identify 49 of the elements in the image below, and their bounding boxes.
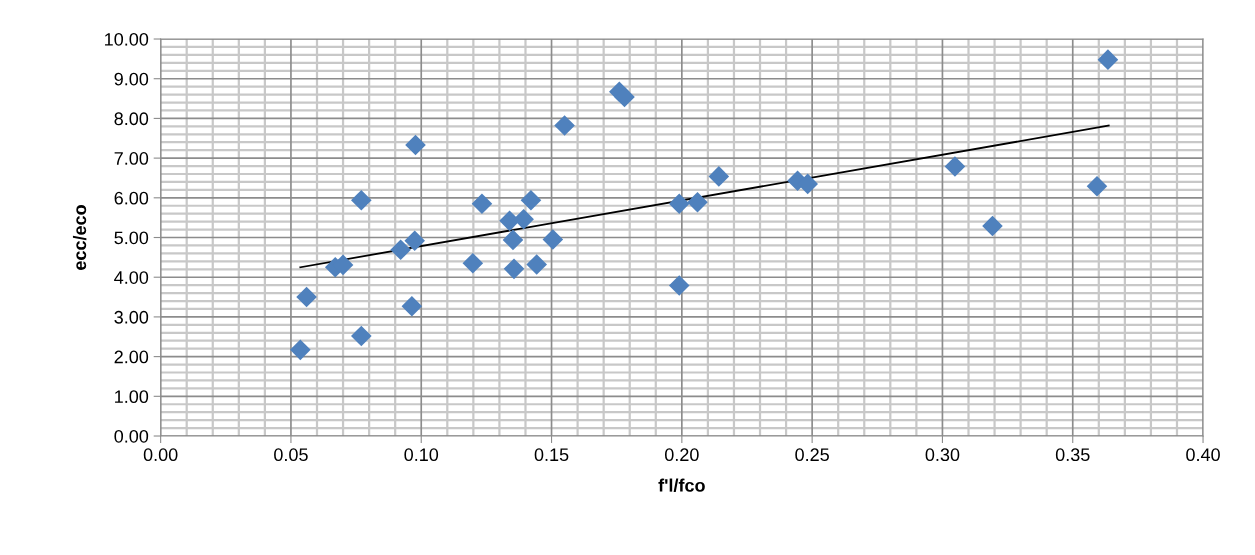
point (668, 275, 690, 296)
point (290, 339, 311, 361)
point (503, 258, 525, 280)
point (982, 215, 1003, 237)
x-tick-label: 0.30 (925, 448, 960, 462)
x-tick-label: 0.15 (534, 448, 569, 462)
point (944, 156, 966, 177)
point (1097, 49, 1119, 70)
y-tick-label: 4.00 (114, 271, 149, 284)
point (708, 166, 730, 187)
point (554, 115, 575, 136)
point (513, 208, 534, 230)
point (542, 229, 564, 250)
x-axis-title: f'l/fco (658, 478, 705, 492)
point (520, 189, 542, 211)
point (502, 229, 524, 251)
point (351, 189, 372, 211)
y-tick-label: 2.00 (114, 350, 149, 364)
y-tick-label: 7.00 (114, 152, 149, 165)
point (351, 325, 372, 347)
x-tick-label: 0.25 (795, 448, 829, 462)
point (614, 86, 635, 108)
point (462, 253, 484, 274)
y-tick-label: 0.00 (114, 429, 149, 443)
point (526, 254, 547, 275)
x-tick-label: 0.40 (1186, 448, 1220, 462)
x-tick-label: 0.35 (1055, 448, 1090, 462)
y-tick-label: 10.00 (105, 32, 149, 46)
point (404, 230, 426, 251)
point (390, 239, 411, 261)
point (668, 193, 690, 215)
x-tick-label: 0.05 (274, 448, 308, 462)
y-tick-label: 9.00 (114, 72, 149, 86)
point (401, 295, 423, 317)
x-tick-label: 0.20 (664, 448, 699, 462)
point (405, 134, 426, 156)
point (471, 193, 493, 215)
y-tick-label: 1.00 (115, 390, 149, 404)
point (1086, 176, 1108, 197)
point (296, 286, 317, 308)
x-tick-label: 0.10 (404, 448, 439, 462)
y-tick-label: 6.00 (114, 191, 149, 205)
point (499, 210, 520, 232)
y-tick-label: 5.00 (114, 231, 149, 245)
point (687, 191, 708, 213)
y-tick-label: 3.00 (114, 310, 149, 324)
y-tick-label: 8.00 (114, 112, 149, 126)
x-tick-label: 0.00 (143, 448, 178, 462)
y-axis-title: ecc/eco (72, 205, 87, 270)
